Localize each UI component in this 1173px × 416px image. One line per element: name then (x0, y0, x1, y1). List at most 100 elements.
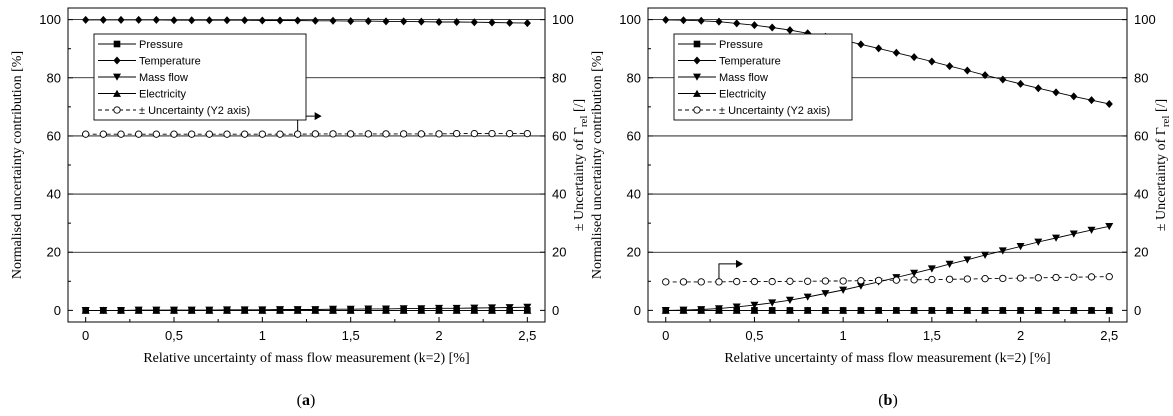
chart-a-data-point (99, 15, 107, 24)
chart-a-y2-tick-label: 0 (552, 303, 559, 318)
chart-b-y2-tick-label: 40 (1134, 187, 1148, 202)
chart-a-data-point (294, 130, 302, 138)
chart-b-data-point (1070, 92, 1078, 101)
chart-a-legend-entry: Temperature (139, 56, 201, 68)
chart-b-data-point (1034, 306, 1043, 314)
chart-a-data-point (506, 18, 514, 27)
chart-b-panel-label-letter: b (884, 392, 893, 409)
chart-a-data-point (223, 130, 231, 138)
chart-b-data-point (839, 306, 848, 314)
chart-a-data-point (311, 16, 319, 25)
chart-b-data-point (1052, 273, 1060, 282)
chart-b-data-point (697, 306, 706, 314)
chart-a-data-point (276, 306, 284, 314)
chart-a-x-tick-label: 2 (435, 328, 442, 343)
chart-a-series-line (85, 133, 528, 135)
chart-b-data-point (732, 306, 741, 314)
chart-a-data-point (417, 306, 426, 314)
chart-a-data-point (205, 130, 213, 138)
chart-a-legend-entry: ± Uncertainty (Y2 axis) (139, 105, 250, 117)
chart-b-data-point (768, 23, 776, 32)
chart-b-data-point (927, 265, 936, 273)
chart-a-legend-entry: Electricity (139, 89, 187, 101)
chart-a-data-point (453, 129, 461, 138)
chart-a-data-point (135, 15, 143, 24)
chart-a-data-point (152, 130, 160, 138)
chart-a: 0 20 40 60 80 100 0 20 40 60 80 100 0 0,5 1 1,5 2 2,5 Rela… (10, 7, 590, 409)
chart-b-data-point (750, 277, 759, 286)
chart-b-legend-marker (693, 56, 701, 65)
chart-b: 0 20 40 60 80 100 0 20 40 60 80 100 0 0,5 1 1,5 2 2,5 Rela… (590, 7, 1172, 409)
chart-b-data-point (1070, 273, 1078, 281)
chart-a-data-point (346, 306, 355, 314)
chart-b-data-point (768, 277, 776, 286)
chart-b-data-point (892, 276, 901, 284)
chart-b-data-point (803, 306, 812, 314)
chart-b-data-point (785, 296, 794, 304)
chart-b-data-point (786, 26, 794, 35)
chart-b-y-tick-label: 60 (627, 128, 641, 143)
chart-a-y2-arrow-head (314, 112, 322, 121)
chart-b-data-point (662, 278, 670, 286)
chart-b-y2-tick-label: 100 (1134, 12, 1156, 27)
chart-b-x-tick-label: 1,5 (923, 328, 941, 343)
chart-a-x-tick-label: 1,5 (342, 328, 360, 343)
chart-a-data-point (364, 17, 372, 26)
chart-b-y2-arrow-head (735, 259, 743, 268)
chart-b-legend-entry: Temperature (719, 56, 781, 68)
chart-b-legend-entry: Electricity (719, 89, 767, 101)
chart-a-data-point (453, 17, 461, 26)
chart-a-y-tick-label: 60 (47, 128, 61, 143)
chart-a-data-point (435, 306, 443, 314)
chart-b-data-point (963, 306, 972, 314)
chart-a-data-point (170, 130, 178, 138)
chart-b-series-electricity (661, 306, 1114, 314)
chart-b-data-point (697, 16, 705, 25)
chart-a-y-tick-label: 40 (47, 187, 61, 202)
chart-b-legend-marker (693, 89, 701, 97)
chart-b-y-tick-label: 80 (627, 70, 641, 85)
chart-b-y2-tick-label: 80 (1134, 70, 1148, 85)
chart-b-data-point (998, 247, 1007, 255)
chart-a-x-axis-label: Relative uncertainty of mass flow measur… (143, 351, 469, 366)
chart-b-data-point (768, 306, 777, 314)
chart-b-data-point (733, 277, 741, 286)
chart-a-legend: Pressure Temperature Mass flow Electricity ±… (93, 33, 307, 121)
chart-b-data-point (1052, 306, 1061, 314)
chart-b-data-point (662, 15, 670, 24)
chart-b-legend: Pressure Temperature Mass flow Electricity ±… (673, 33, 853, 121)
chart-b-data-point (945, 260, 954, 268)
chart-a-data-point (99, 130, 107, 138)
chart-b-data-point (1105, 222, 1114, 231)
chart-a-data-point (117, 306, 125, 314)
chart-b-data-point (1016, 274, 1025, 282)
chart-a-data-point (488, 306, 496, 314)
chart-a-data-point (205, 16, 213, 25)
chart-b-data-point (875, 44, 883, 53)
chart-b-y2-label-sub: rel (1160, 116, 1172, 128)
chart-a-data-point (347, 17, 355, 26)
chart-b-y2-tick-label: 20 (1134, 245, 1148, 260)
chart-a-data-point (523, 129, 531, 138)
chart-a-data-point (258, 306, 267, 314)
chart-b-data-point (999, 75, 1007, 84)
chart-a-data-point (240, 306, 249, 314)
chart-a-data-point (134, 306, 143, 314)
chart-a-legend-marker (113, 56, 121, 65)
chart-a-data-point (364, 306, 373, 314)
chart-b-data-point (927, 306, 936, 314)
chart-a-data-point (187, 306, 196, 314)
chart-b-data-point (945, 306, 954, 314)
chart-b-data-point (804, 277, 812, 285)
chart-a-legend-entry: Mass flow (139, 72, 188, 84)
chart-a-series-electricity (81, 306, 532, 314)
chart-a-y2-tick-label: 60 (552, 128, 566, 143)
chart-a-data-point (435, 130, 443, 138)
chart-b-data-point (1087, 273, 1096, 281)
chart-a-series-uncertainty-y2-axis (82, 129, 531, 138)
chart-b-x-tick-label: 2,5 (1100, 328, 1118, 343)
chart-a-data-point (417, 130, 425, 138)
chart-b-y-tick-label: 20 (627, 245, 641, 260)
chart-a-x-tick-label: 0,5 (165, 328, 183, 343)
chart-b-data-point (1034, 84, 1042, 93)
